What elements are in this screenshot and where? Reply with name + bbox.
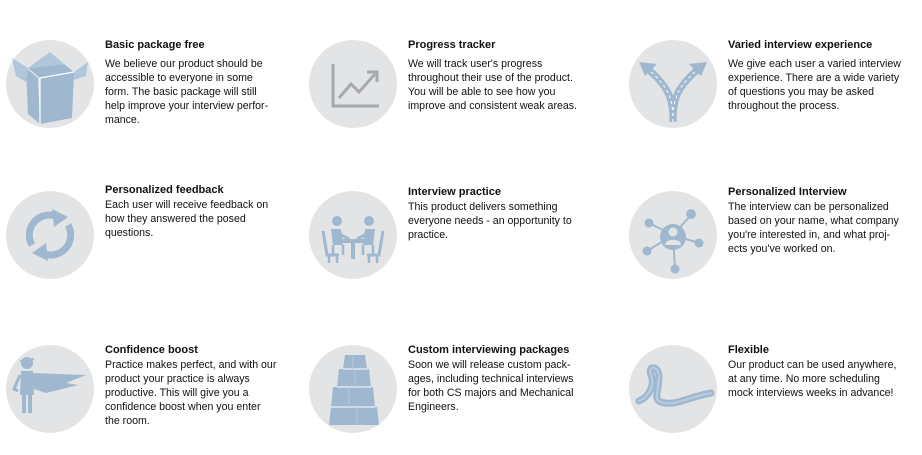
feature-description: Our product can be used anywhere, at any…	[728, 358, 918, 400]
feature-text: Personalized Interview The interview can…	[728, 185, 918, 256]
feature-title: Basic package free	[105, 39, 205, 51]
description-line: the room.	[105, 415, 150, 427]
feature-icon-circle	[629, 345, 717, 433]
feature-description: The interview can be personalized based …	[728, 200, 918, 256]
description-line: We believe our product should be	[105, 58, 263, 70]
feature-progress-tracker: Progress tracker We will track user's pr…	[309, 38, 609, 150]
description-line: experience. There are a wide variety	[728, 72, 900, 84]
feature-icon-circle	[629, 40, 717, 128]
feature-icon-circle	[309, 345, 397, 433]
feature-icon-circle	[629, 191, 717, 279]
feature-description: We will track user's progress throughout…	[408, 57, 598, 113]
description-line: Practice makes perfect, and with our	[105, 359, 277, 371]
description-line: at any time. No more scheduling	[728, 373, 880, 385]
feature-icon-circle	[309, 40, 397, 128]
description-line: Soon we will release custom pack-	[408, 359, 571, 371]
loop-ribbon-icon	[635, 364, 715, 407]
feature-text: Confidence boost Practice makes perfect,…	[105, 343, 295, 428]
description-line: This product delivers something	[408, 201, 558, 213]
description-line: improve and consistent weak areas.	[408, 100, 577, 112]
feature-personalized-interview: Personalized Interview The interview can…	[629, 185, 922, 295]
feature-icon-circle	[6, 345, 94, 433]
description-line: We give each user a varied interview	[728, 58, 901, 70]
fork-arrows-icon	[639, 62, 707, 123]
feature-title: Confidence boost	[105, 344, 198, 356]
feature-title: Personalized feedback	[105, 184, 224, 196]
description-line: product your practice is always	[105, 373, 250, 385]
feature-confidence-boost: Confidence boost Practice makes perfect,…	[6, 343, 306, 455]
description-line: throughout the process.	[728, 100, 840, 112]
feature-interview-practice: Interview practice This product delivers…	[309, 185, 609, 295]
feature-icon-circle	[309, 191, 397, 279]
feature-title: Custom interviewing packages	[408, 344, 570, 356]
user-network-icon	[642, 209, 704, 274]
feature-text: Flexible Our product can be used anywher…	[728, 343, 918, 400]
description-line: Each user will receive feedback on	[105, 199, 269, 211]
feature-basic-package-free: Basic package free We believe our produc…	[6, 38, 306, 150]
refresh-cycle-icon	[25, 209, 75, 261]
description-line: throughout their use of the product.	[408, 72, 573, 84]
feature-custom-interviewing-packages: Custom interviewing packages Soon we wil…	[309, 343, 609, 455]
description-line: form. The basic package will still	[105, 86, 257, 98]
feature-title: Varied interview experience	[728, 39, 873, 51]
description-line: questions.	[105, 227, 154, 239]
description-line: based on your name, what company	[728, 215, 899, 227]
description-line: We will track user's progress	[408, 58, 543, 70]
feature-text: Varied interview experience We give each…	[728, 38, 918, 113]
feature-text: Progress tracker We will track user's pr…	[408, 38, 598, 113]
superhero-cape-icon	[12, 357, 86, 413]
feature-flexible: Flexible Our product can be used anywher…	[629, 343, 922, 455]
feature-description: This product delivers something everyone…	[408, 200, 598, 242]
description-line: of questions you may be asked	[728, 86, 875, 98]
feature-title: Flexible	[728, 344, 769, 356]
feature-text: Custom interviewing packages Soon we wil…	[408, 343, 598, 414]
feature-description: Practice makes perfect, and with our pro…	[105, 358, 295, 428]
feature-text: Interview practice This product delivers…	[408, 185, 598, 242]
feature-varied-interview-experience: Varied interview experience We give each…	[629, 38, 922, 150]
feature-personalized-feedback: Personalized feedback Each user will rec…	[6, 183, 306, 295]
trend-chart-icon	[331, 64, 379, 108]
description-line: you're interested in, and what proj-	[728, 229, 891, 241]
description-line: how they answered the posed	[105, 213, 246, 225]
feature-description: We believe our product should be accessi…	[105, 57, 295, 127]
feature-icon-circle	[6, 191, 94, 279]
description-line: Our product can be used anywhere,	[728, 359, 897, 371]
feature-title: Progress tracker	[408, 39, 496, 51]
open-box-icon	[12, 52, 88, 124]
meeting-table-icon	[321, 216, 385, 263]
feature-icon-circle	[6, 40, 94, 128]
feature-description: Each user will receive feedback on how t…	[105, 198, 295, 240]
description-line: The interview can be personalized	[728, 201, 889, 213]
description-line: Engineers.	[408, 401, 459, 413]
feature-text: Basic package free We believe our produc…	[105, 38, 295, 127]
description-line: everyone needs - an opportunity to	[408, 215, 572, 227]
feature-description: We give each user a varied interview exp…	[728, 57, 918, 113]
description-line: confidence boost when you enter	[105, 401, 261, 413]
description-line: help improve your interview perfor-	[105, 100, 269, 112]
description-line: ects you've worked on.	[728, 243, 836, 255]
description-line: productive. This will give you a	[105, 387, 249, 399]
stacked-packages-icon	[329, 355, 379, 425]
description-line: accessible to everyone in some	[105, 72, 253, 84]
feature-title: Interview practice	[408, 186, 501, 198]
feature-description: Soon we will release custom pack- ages, …	[408, 358, 598, 414]
feature-title: Personalized Interview	[728, 186, 847, 198]
feature-text: Personalized feedback Each user will rec…	[105, 183, 295, 240]
description-line: practice.	[408, 229, 449, 241]
description-line: You will be able to see how you	[408, 86, 556, 98]
description-line: mance.	[105, 114, 140, 126]
description-line: for both CS majors and Mechanical	[408, 387, 574, 399]
description-line: mock interviews weeks in advance!	[728, 387, 894, 399]
description-line: ages, including technical interviews	[408, 373, 574, 385]
